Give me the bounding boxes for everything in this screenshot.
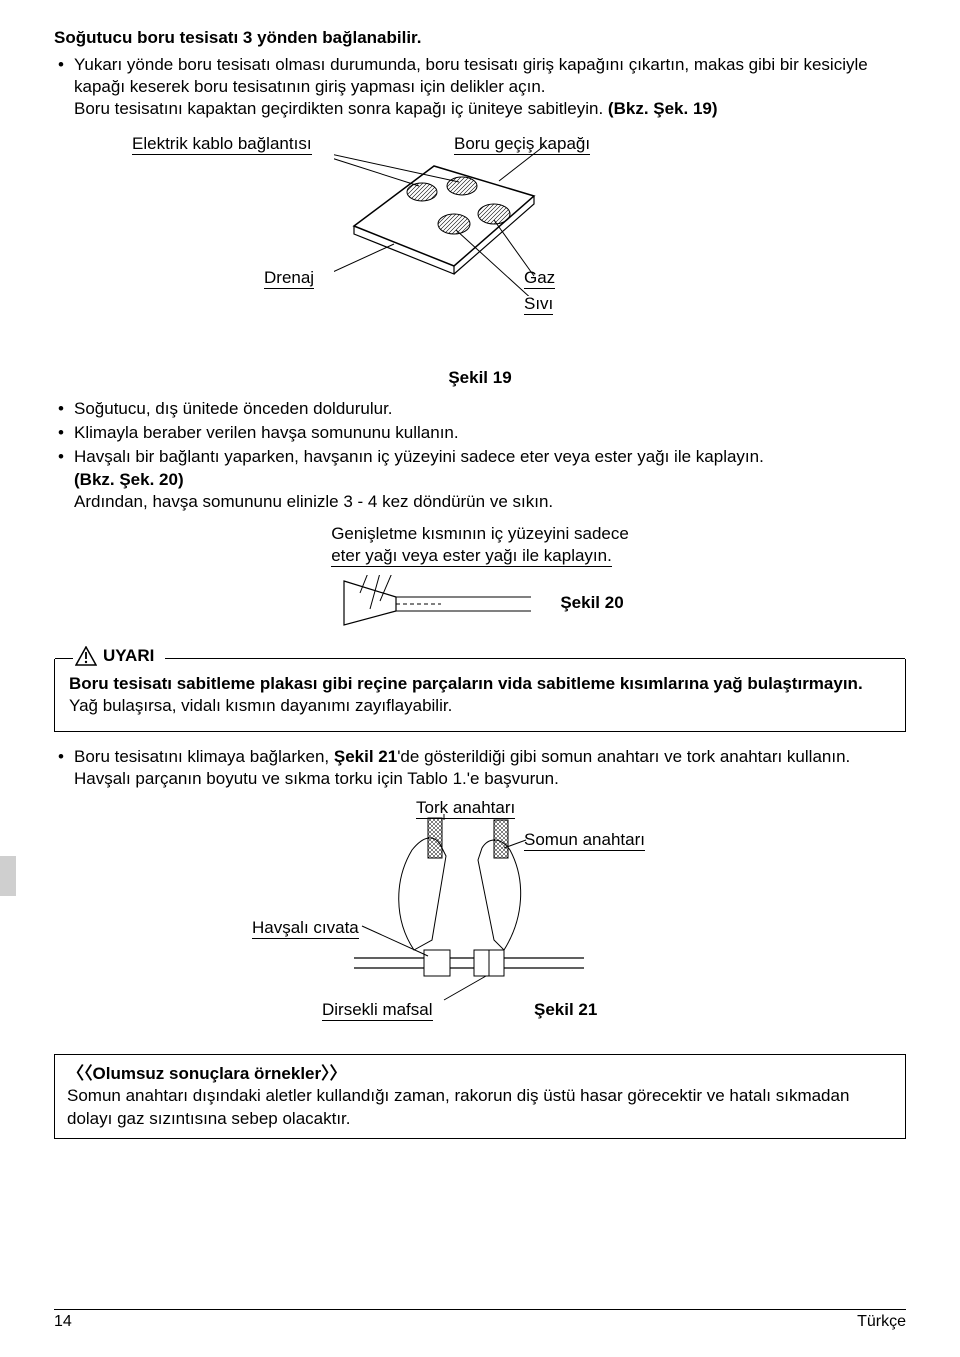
side-tab: [0, 856, 16, 896]
bullet-item: Boru tesisatını klimaya bağlarken, Şekil…: [54, 746, 906, 790]
bullet-text: Yukarı yönde boru tesisatı olması durumu…: [74, 55, 868, 96]
warning-label: UYARI: [75, 645, 160, 667]
page-footer: 14 Türkçe: [54, 1309, 906, 1331]
fig19-label-elektrik: Elektrik kablo bağlantısı: [132, 134, 312, 154]
fig20-diagram: [336, 575, 536, 631]
warning-line1: Boru tesisatı sabitleme plakası gibi reç…: [69, 673, 891, 695]
fig21-label-havsali: Havşalı cıvata: [252, 918, 359, 938]
bullet-text-cont: Boru tesisatını kapaktan geçirdikten son…: [74, 99, 608, 118]
bullet-item: Havşalı bir bağlantı yaparken, havşanın …: [54, 446, 906, 512]
fig19-caption: Şekil 19: [54, 368, 906, 388]
page-heading: Soğutucu boru tesisatı 3 yönden bağlanab…: [54, 28, 906, 48]
bullet-item: Klimayla beraber verilen havşa somununu …: [54, 422, 906, 444]
fig19-diagram: [334, 136, 554, 296]
figure-19-area: Elektrik kablo bağlantısı Boru geçiş kap…: [54, 130, 906, 360]
fig19-label-drenaj: Drenaj: [264, 268, 314, 288]
warning-icon: [75, 646, 97, 666]
page-number: 14: [54, 1313, 72, 1331]
ref-text: (Bkz. Şek. 20): [74, 470, 184, 489]
page: Soğutucu boru tesisatı 3 yönden bağlanab…: [0, 0, 960, 1357]
box-body: Somun anahtarı dışındaki aletler kulland…: [67, 1086, 849, 1127]
figure-20-area: Genişletme kısmının iç yüzeyini sadece e…: [54, 523, 906, 631]
warning-box: UYARI Boru tesisatı sabitleme plakası gi…: [54, 659, 906, 732]
fig20-caption: Şekil 20: [560, 593, 623, 613]
fig19-label-sivi: Sıvı: [524, 294, 553, 314]
bullet-group-1: Yukarı yönde boru tesisatı olması durumu…: [54, 54, 906, 120]
bullet-item: Yukarı yönde boru tesisatı olması durumu…: [54, 54, 906, 120]
bullet-text: Ardından, havşa somununu elinizle 3 - 4 …: [74, 492, 553, 511]
fig21-diagram: [354, 800, 594, 1010]
warning-line2: Yağ bulaşırsa, vidalı kısmın dayanımı za…: [69, 695, 891, 717]
example-box: 〈〈Olumsuz sonuçlara örnekler〉〉 Somun ana…: [54, 1054, 906, 1138]
bullet-group-2: Soğutucu, dış ünitede önceden doldurulur…: [54, 398, 906, 512]
fig20-instruction: Genişletme kısmının iç yüzeyini sadece e…: [331, 523, 629, 569]
box-title: 〈〈Olumsuz sonuçlara örnekler〉〉: [67, 1064, 347, 1083]
page-language: Türkçe: [857, 1313, 906, 1331]
bullet-text: Havşalı bir bağlantı yaparken, havşanın …: [74, 447, 764, 466]
ref-text: (Bkz. Şek. 19): [608, 99, 718, 118]
bullet-group-3: Boru tesisatını klimaya bağlarken, Şekil…: [54, 746, 906, 790]
figure-21-area: Tork anahtarı Somun anahtarı Havşalı cıv…: [54, 800, 906, 1040]
bullet-item: Soğutucu, dış ünitede önceden doldurulur…: [54, 398, 906, 420]
